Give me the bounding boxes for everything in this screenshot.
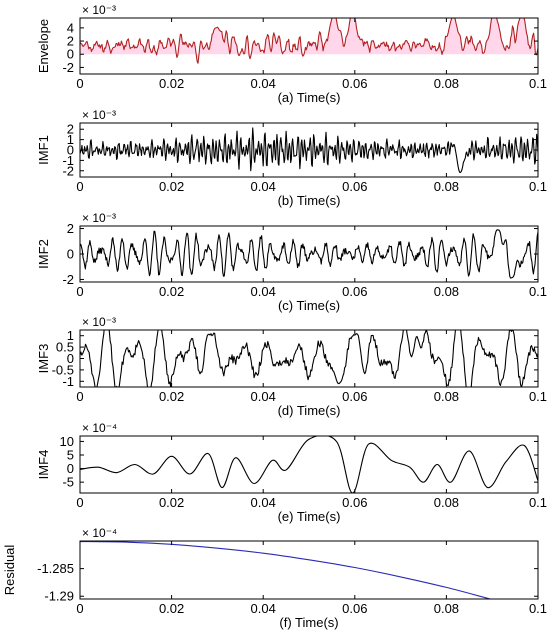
axes-box-a — [79, 17, 539, 75]
axes-box-d — [79, 329, 539, 388]
xtick-label: 0.08 — [434, 601, 459, 616]
ytick-label: 2 — [67, 221, 74, 236]
xtick-label: 0.1 — [529, 76, 547, 91]
axes-box-f — [79, 540, 539, 600]
x-axis-label: (d) Time(s) — [278, 403, 341, 418]
xtick-label: 0.02 — [159, 601, 184, 616]
ytick-label: -2 — [62, 272, 74, 287]
xtick-label: 0.1 — [529, 389, 547, 404]
panel-d: 0 0.02 0.04 0.06 0.08 0.110.50-0.5-1× 10⁻³(d)… — [36, 315, 547, 418]
exponent-label: × 10⁻³ — [82, 211, 116, 225]
xtick-label: 0 — [76, 179, 83, 194]
ytick-label: -0.5 — [52, 362, 74, 377]
xtick-label: 0.02 — [159, 76, 184, 91]
ytick-label: 0 — [67, 143, 74, 158]
y-axis-label: Residual — [2, 545, 17, 596]
ytick-label: -1.29 — [44, 589, 74, 604]
xtick-label: 0.06 — [342, 601, 367, 616]
x-axis-label: (e) Time(s) — [278, 509, 341, 524]
ytick-label: 0 — [67, 47, 74, 62]
ytick-label: 0.5 — [56, 340, 74, 355]
xtick-label: 0.08 — [434, 179, 459, 194]
xtick-label: 0 — [76, 601, 83, 616]
xtick-label: 0.1 — [529, 495, 547, 510]
xtick-label: 0.04 — [251, 389, 276, 404]
x-axis-label: (f) Time(s) — [279, 615, 338, 630]
xtick-label: 0.08 — [434, 495, 459, 510]
ytick-label: 4 — [67, 20, 74, 35]
ytick-label: -2 — [62, 60, 74, 75]
ytick-label: 1 — [67, 328, 74, 343]
xtick-label: 0 — [76, 76, 83, 91]
exponent-label: × 10⁻⁴ — [82, 526, 117, 540]
xtick-label: 0.06 — [342, 389, 367, 404]
xtick-label: 0.04 — [251, 284, 276, 299]
xtick-label: 0 — [76, 284, 83, 299]
y-axis-label: IMF2 — [36, 239, 51, 269]
xtick-label: 0.04 — [251, 179, 276, 194]
xtick-label: 0.02 — [159, 389, 184, 404]
ytick-label: 10 — [60, 434, 74, 449]
xtick-label: 0.08 — [434, 76, 459, 91]
ytick-label: 2 — [67, 34, 74, 49]
xtick-label: 0.04 — [251, 601, 276, 616]
series-line-f-0 — [80, 541, 493, 599]
ytick-label: 0 — [67, 247, 74, 262]
series-line-c-0 — [80, 229, 538, 279]
xtick-label: 0.04 — [251, 495, 276, 510]
xtick-label: 0.08 — [434, 284, 459, 299]
y-axis-label: IMF4 — [36, 450, 51, 480]
ytick-label: 1 — [67, 132, 74, 147]
xtick-label: 0.02 — [159, 284, 184, 299]
ytick-label: -1.285 — [37, 561, 74, 576]
xtick-label: 0.06 — [342, 179, 367, 194]
x-axis-label: (a) Time(s) — [278, 90, 341, 105]
xtick-label: 0.08 — [434, 389, 459, 404]
series-line-a-0 — [80, 18, 538, 64]
panel-c: 0 0.02 0.04 0.06 0.08 0.120-2× 10⁻³(c) Time(s… — [36, 211, 547, 313]
series-area-a — [80, 18, 538, 64]
exponent-label: × 10⁻⁴ — [82, 421, 117, 435]
exponent-label: × 10⁻³ — [82, 108, 116, 122]
xtick-label: 0.06 — [342, 495, 367, 510]
x-axis-label: (b) Time(s) — [278, 193, 341, 208]
ytick-label: 0 — [67, 461, 74, 476]
xtick-label: 0 — [76, 389, 83, 404]
series-line-d-0 — [80, 330, 538, 387]
y-axis-label: Envelope — [36, 19, 51, 73]
series-line-e-0 — [80, 436, 538, 493]
ytick-label: -2 — [62, 163, 74, 178]
ytick-label: 5 — [67, 448, 74, 463]
ytick-label: 0 — [67, 351, 74, 366]
axes-box-e — [79, 435, 539, 494]
xtick-label: 0.1 — [529, 601, 547, 616]
xtick-label: 0.02 — [159, 495, 184, 510]
xtick-label: 0 — [76, 495, 83, 510]
y-axis-label: IMF1 — [36, 135, 51, 165]
xtick-label: 0.06 — [342, 284, 367, 299]
xtick-label: 0.1 — [529, 284, 547, 299]
ytick-label: -1 — [62, 153, 74, 168]
xtick-label: 0.06 — [342, 76, 367, 91]
xtick-label: 0.1 — [529, 179, 547, 194]
xtick-label: 0.02 — [159, 179, 184, 194]
exponent-label: × 10⁻³ — [82, 3, 116, 17]
ytick-label: 2 — [67, 122, 74, 137]
ytick-label: -5 — [62, 475, 74, 490]
ytick-label: -1 — [62, 374, 74, 389]
xtick-label: 0.04 — [251, 76, 276, 91]
panel-f: 0 0.02 0.04 0.06 0.08 0.1 -1.285 -1.29 × 10⁻⁴ (f)… — [2, 526, 547, 630]
x-axis-label: (c) Time(s) — [278, 298, 340, 313]
y-axis-label: IMF3 — [36, 344, 51, 374]
series-line-b-0 — [80, 127, 538, 174]
exponent-label: × 10⁻³ — [82, 315, 116, 329]
